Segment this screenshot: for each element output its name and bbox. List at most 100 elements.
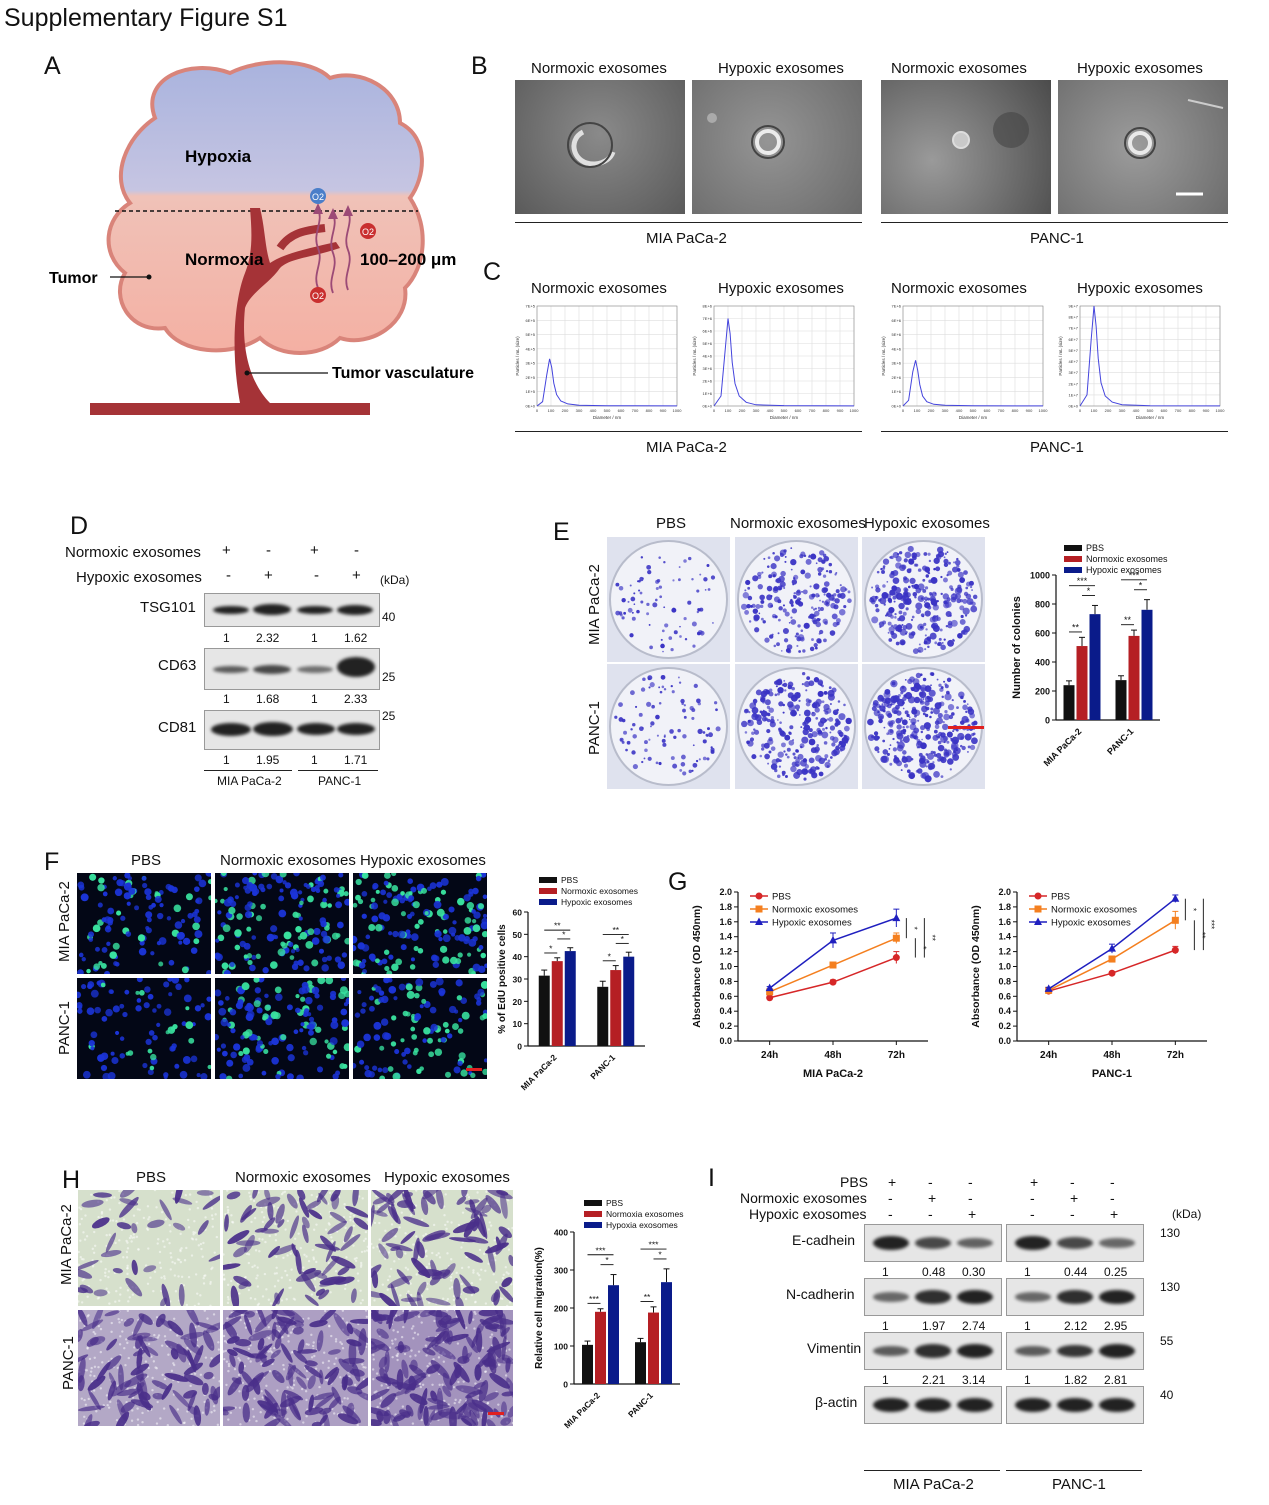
series-line bbox=[1048, 919, 1176, 992]
edu-image bbox=[77, 873, 211, 974]
edu-image bbox=[215, 978, 349, 1079]
scale-bar bbox=[466, 1068, 482, 1071]
nta-ytick: 8E+6 bbox=[703, 304, 713, 309]
f-row-label: PANC-1 bbox=[56, 1001, 73, 1055]
i-sign: - bbox=[968, 1174, 973, 1190]
d-blot-label: CD81 bbox=[158, 719, 197, 736]
cck8-chart-mia: 0.0 0.2 0.4 0.6 0.8 1.0 1.2 1.4 1.6 1.8 2.0 Absorba… bbox=[691, 887, 936, 1080]
y-tick-label: 2.0 bbox=[998, 887, 1011, 897]
y-tick-label: 1.6 bbox=[719, 917, 732, 927]
nta-xtick: 700 bbox=[998, 408, 1005, 413]
nta-xtick: 900 bbox=[1203, 408, 1210, 413]
nta-xtick: 600 bbox=[618, 408, 625, 413]
vasculature-label: Tumor vasculature bbox=[332, 365, 474, 382]
bar bbox=[582, 1344, 593, 1384]
legend-marker bbox=[1034, 892, 1042, 900]
legend-marker bbox=[1034, 917, 1042, 925]
i-sign: - bbox=[888, 1206, 893, 1222]
d-blot-label: TSG101 bbox=[140, 599, 196, 616]
data-point bbox=[892, 913, 901, 922]
i-sign: - bbox=[1070, 1206, 1075, 1222]
y-tick-label: 400 bbox=[1035, 658, 1050, 668]
nta-ytick: 2E+7 bbox=[1069, 381, 1079, 386]
i-group-line bbox=[1006, 1470, 1142, 1471]
nta-xtick: 1000 bbox=[673, 408, 683, 413]
nta-xtick: 100 bbox=[548, 408, 555, 413]
nta-ytick: 4E+6 bbox=[892, 346, 902, 351]
i-quant: 1 bbox=[882, 1265, 889, 1279]
y-tick-label: 1.0 bbox=[719, 962, 732, 972]
normoxia-label: Normoxia bbox=[185, 250, 264, 269]
nta-xtick: 200 bbox=[928, 408, 935, 413]
y-tick-label: 1.4 bbox=[719, 932, 732, 942]
x-tick-label: MIA PaCa-2 bbox=[562, 1390, 602, 1430]
data-point bbox=[829, 978, 837, 986]
nta-xtick: 800 bbox=[823, 408, 830, 413]
h-row-label: MIA PaCa-2 bbox=[58, 1204, 75, 1285]
i-sign: - bbox=[928, 1174, 933, 1190]
significance-label: ** bbox=[1072, 622, 1080, 632]
nta-xtick: 100 bbox=[914, 408, 921, 413]
significance-label: * bbox=[658, 1249, 662, 1259]
d-quant: 1 bbox=[311, 631, 318, 645]
y-tick-label: 0.8 bbox=[719, 976, 732, 986]
nta-ytick: 3E+5 bbox=[526, 361, 536, 366]
nta-size-curve bbox=[1079, 305, 1221, 407]
b-label-1: Normoxic exosomes bbox=[531, 60, 667, 77]
significance-label: ** bbox=[1197, 932, 1206, 938]
nta-ytick: 6E+6 bbox=[703, 329, 713, 334]
d-quant: 2.33 bbox=[344, 692, 368, 706]
legend-swatch bbox=[1064, 567, 1082, 573]
significance-label: ** bbox=[644, 1292, 651, 1302]
x-tick-label: 48h bbox=[824, 1050, 841, 1061]
panel-d-letter: D bbox=[70, 512, 89, 540]
legend-label: Hypoxic exosomes bbox=[1051, 918, 1131, 929]
i-quant: 3.14 bbox=[962, 1373, 986, 1387]
i-row-normoxic: Normoxic exosomes bbox=[740, 1190, 867, 1206]
d-sign: + bbox=[222, 542, 231, 559]
tumor-diagram: O2 O2 O2 Hypoxia Normoxia 100–200 μm Tum… bbox=[49, 60, 474, 415]
y-axis-label: % of EdU positive cells bbox=[497, 924, 508, 1034]
legend-marker bbox=[755, 905, 763, 913]
i-quant: 1 bbox=[882, 1373, 889, 1387]
o2-label-1: O2 bbox=[312, 192, 324, 202]
nta-xtick: 300 bbox=[942, 408, 949, 413]
nta-xlabel: Diameter / nm bbox=[770, 415, 799, 420]
cck8-chart-panc: 0.0 0.2 0.4 0.6 0.8 1.0 1.2 1.4 1.6 1.8 2.0 Absorba… bbox=[970, 887, 1215, 1080]
i-sign: + bbox=[888, 1174, 897, 1190]
d-quant: 1.62 bbox=[344, 631, 368, 645]
panel-h-letter: H bbox=[62, 1166, 81, 1194]
nta-xtick: 0 bbox=[902, 408, 905, 413]
nta-ytick: 1E+6 bbox=[892, 389, 902, 394]
data-point bbox=[1171, 946, 1179, 954]
significance-label: * bbox=[1087, 586, 1091, 596]
i-sign: + bbox=[1110, 1206, 1119, 1222]
y-tick-label: 10 bbox=[513, 1019, 523, 1029]
e-row-label: MIA PaCa-2 bbox=[586, 564, 603, 645]
x-tick-label: MIA PaCa-2 bbox=[1042, 726, 1084, 768]
bar bbox=[623, 956, 635, 1046]
y-tick-label: 0.2 bbox=[998, 1021, 1011, 1031]
nta-xtick: 300 bbox=[753, 408, 760, 413]
data-point bbox=[1171, 894, 1180, 902]
panel-i-letter: I bbox=[708, 1164, 715, 1192]
i-quant: 1.82 bbox=[1064, 1373, 1088, 1387]
data-point bbox=[766, 994, 774, 1002]
i-sign: - bbox=[928, 1206, 933, 1222]
bar bbox=[551, 961, 563, 1046]
transwell-image bbox=[78, 1310, 220, 1426]
nta-xtick: 800 bbox=[646, 408, 653, 413]
panel-a-letter: A bbox=[44, 52, 61, 80]
y-tick-label: 30 bbox=[513, 975, 523, 985]
legend-swatch bbox=[539, 888, 557, 894]
i-quant: 2.21 bbox=[922, 1373, 946, 1387]
nta-xtick: 300 bbox=[1119, 408, 1126, 413]
bar bbox=[1063, 685, 1075, 720]
d-blot-label: CD63 bbox=[158, 657, 197, 674]
significance-label: * bbox=[1188, 908, 1197, 911]
nta-xtick: 1000 bbox=[850, 408, 860, 413]
colony-dish bbox=[607, 537, 730, 662]
significance-label: *** bbox=[649, 1240, 660, 1250]
b-group-line-2 bbox=[881, 222, 1228, 223]
